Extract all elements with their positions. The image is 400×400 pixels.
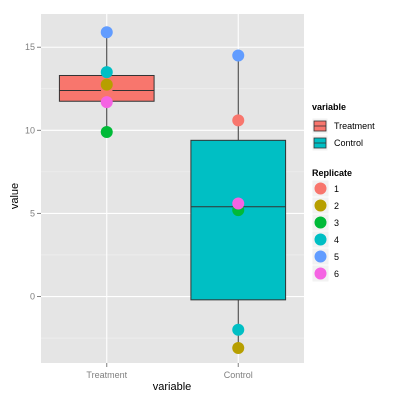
point-control-replicate-1 [232,114,245,127]
legend-color-label: 2 [334,201,339,211]
x-axis-title: variable [153,381,192,393]
legend-color-swatch [314,250,327,263]
point-treatment-replicate-3 [100,125,113,138]
y-tick-label: 5 [30,208,35,218]
legend-color-swatch [314,216,327,229]
legend-color-label: 3 [334,218,339,228]
y-tick-label: 10 [25,125,35,135]
legend-color-label: 1 [334,184,339,194]
legend-color-swatch [314,233,327,246]
legend: variable Treatment Control Replicate 1 2 3 4 5 6 [311,102,375,283]
legend-color-label: 6 [334,269,339,279]
x-tick-label: Treatment [86,370,127,380]
legend-fill-title: variable [312,102,346,112]
box-control [190,139,287,301]
legend-color-swatch [314,182,327,195]
legend-color-swatch [314,267,327,280]
point-treatment-replicate-6 [100,96,113,109]
legend-fill-label: Treatment [334,121,375,131]
point-control-replicate-5 [232,49,245,62]
point-control-replicate-2 [232,342,245,355]
point-control-replicate-6 [232,197,245,210]
x-tick-label: Control [224,370,253,380]
point-layer [100,26,245,355]
y-axis-title: value [9,183,21,209]
point-control-replicate-4 [232,323,245,336]
legend-fill-label: Control [334,138,363,148]
legend-color-title: Replicate [312,168,352,178]
legend-color-swatch [314,199,327,212]
legend-color-label: 5 [334,252,339,262]
point-treatment-replicate-4 [100,66,113,79]
y-tick-label: 0 [30,292,35,302]
axis-layer: 0 5 10 15 Treatment Control [25,42,253,380]
legend-color-label: 4 [334,235,339,245]
point-treatment-replicate-5 [100,26,113,39]
y-tick-label: 15 [25,42,35,52]
point-treatment-replicate-2 [100,78,113,91]
